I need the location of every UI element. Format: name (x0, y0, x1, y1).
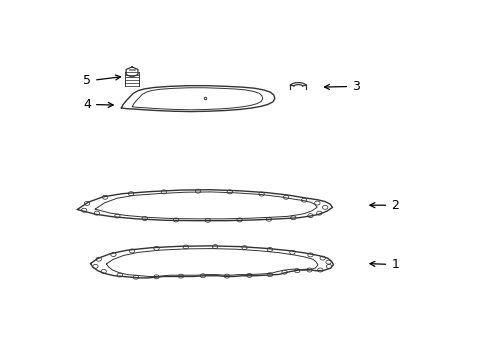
Text: 5: 5 (83, 75, 121, 87)
Text: 1: 1 (369, 258, 398, 271)
Text: 3: 3 (324, 80, 359, 93)
Text: 2: 2 (369, 199, 398, 212)
Text: 4: 4 (83, 98, 113, 111)
